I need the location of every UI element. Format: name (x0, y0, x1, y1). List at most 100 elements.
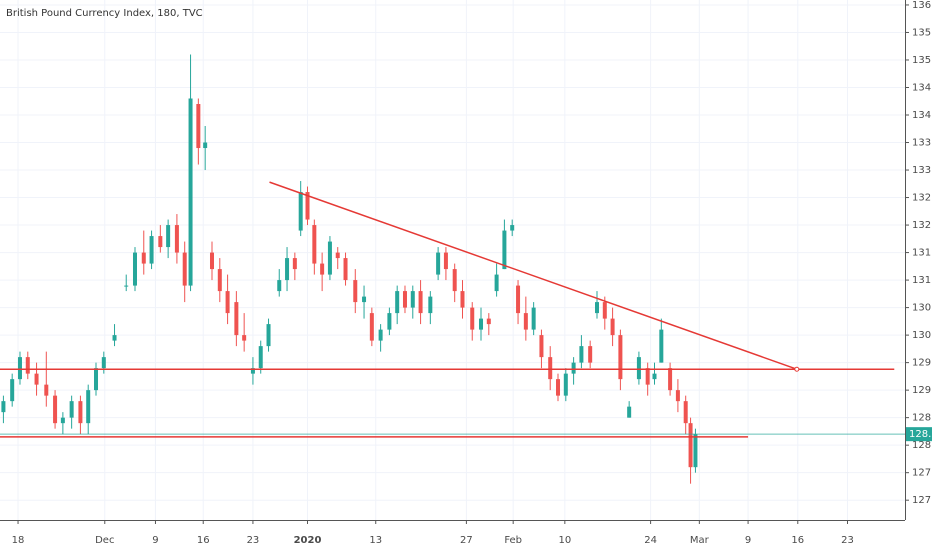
candle-body (353, 280, 358, 303)
y-tick-label: 135.0 (912, 55, 932, 66)
candle-body (174, 225, 179, 253)
candle-body (60, 417, 65, 424)
candle-body (166, 225, 171, 248)
y-tick-label: 128.0 (912, 440, 932, 451)
candle-body (124, 285, 129, 287)
candle-body (292, 258, 297, 270)
y-tick-label: 127.0 (912, 495, 932, 506)
y-tick-label: 133.0 (912, 165, 932, 176)
candle-body (395, 291, 400, 314)
candle-body (588, 346, 593, 363)
y-tick-label: 132.0 (912, 220, 932, 231)
y-tick-label: 130.5 (912, 303, 932, 314)
x-tick-label: 18 (12, 535, 25, 546)
candle-body (594, 302, 599, 314)
candle-body (627, 406, 632, 418)
x-tick-label: 13 (369, 535, 382, 546)
candle-body (659, 329, 664, 363)
candle-body (203, 142, 208, 149)
candle-body (428, 296, 433, 314)
candle-body (693, 434, 698, 468)
y-tick-label: 134.5 (912, 82, 932, 93)
candle-body (305, 192, 310, 220)
candle-body (531, 307, 536, 330)
candle-body (225, 291, 230, 314)
candle-body (516, 285, 521, 314)
candle-body (266, 324, 271, 347)
candle-body (470, 307, 475, 330)
x-tick-label: 16 (197, 535, 210, 546)
candle-body (10, 379, 15, 402)
x-tick-label: 9 (745, 535, 751, 546)
candle-body (602, 302, 607, 319)
candle-body (69, 401, 74, 418)
candle-body (652, 373, 657, 380)
candle-body (78, 401, 83, 424)
candle-body (335, 252, 340, 259)
candle-body (556, 379, 561, 396)
candle-body (277, 280, 282, 292)
candle-body (362, 296, 367, 303)
candle-body (17, 357, 22, 380)
y-tick-label: 134.0 (912, 110, 932, 121)
candle-body (563, 373, 568, 396)
x-tick-label: 10 (558, 535, 571, 546)
candle-body (112, 335, 117, 341)
candle-body (410, 291, 415, 308)
candle-body (53, 395, 58, 424)
candle-body (668, 368, 673, 391)
candle-body (460, 291, 465, 308)
y-tick-label: 133.5 (912, 138, 932, 149)
candle-body (418, 291, 423, 314)
y-tick-label: 136.0 (912, 0, 932, 11)
y-tick-label: 127.5 (912, 468, 932, 479)
candle-body (443, 252, 448, 270)
candle-body (327, 241, 332, 275)
y-tick-label: 131.0 (912, 275, 932, 286)
candle-body (320, 263, 325, 275)
candle-body (141, 252, 146, 264)
candle-body (502, 230, 507, 270)
candle-body (242, 335, 247, 341)
x-tick-label: Mar (690, 535, 710, 546)
candle-body (188, 98, 193, 286)
candle-body (101, 357, 106, 369)
candle-body (539, 335, 544, 358)
candle-body (571, 362, 576, 374)
last-price-box (906, 427, 932, 442)
candle-body (675, 390, 680, 402)
y-tick-label: 130.0 (912, 330, 932, 341)
x-tick-label: 24 (644, 535, 657, 546)
candle-body (645, 368, 650, 385)
x-tick-label: 27 (460, 535, 473, 546)
candle-body (34, 373, 39, 385)
candle-body (510, 225, 515, 231)
y-tick-label: 128.5 (912, 413, 932, 424)
candle-body (258, 346, 263, 369)
candle-body (548, 357, 553, 380)
candle-body (158, 236, 163, 248)
y-tick-label: 129.5 (912, 358, 932, 369)
candle-body (618, 335, 623, 380)
candle-body (234, 302, 239, 336)
candle-body (494, 274, 499, 292)
candle-body (378, 329, 383, 341)
candle-body (25, 357, 30, 374)
candle-body (209, 252, 214, 270)
candle-body (298, 192, 303, 231)
last-price-label: 128.2 (909, 429, 932, 440)
x-tick-label: Feb (504, 535, 522, 546)
x-tick-label: Dec (95, 535, 114, 546)
candle-body (479, 318, 484, 330)
candle-body (436, 252, 441, 275)
candle-body (343, 258, 348, 281)
x-tick-label: 16 (791, 535, 804, 546)
candle-body (132, 252, 137, 286)
candle-body (579, 346, 584, 363)
y-tick-label: 135.5 (912, 27, 932, 38)
candle-body (452, 269, 457, 292)
candle-body (369, 313, 374, 341)
candle-body (683, 401, 688, 424)
y-tick-label: 129.0 (912, 385, 932, 396)
